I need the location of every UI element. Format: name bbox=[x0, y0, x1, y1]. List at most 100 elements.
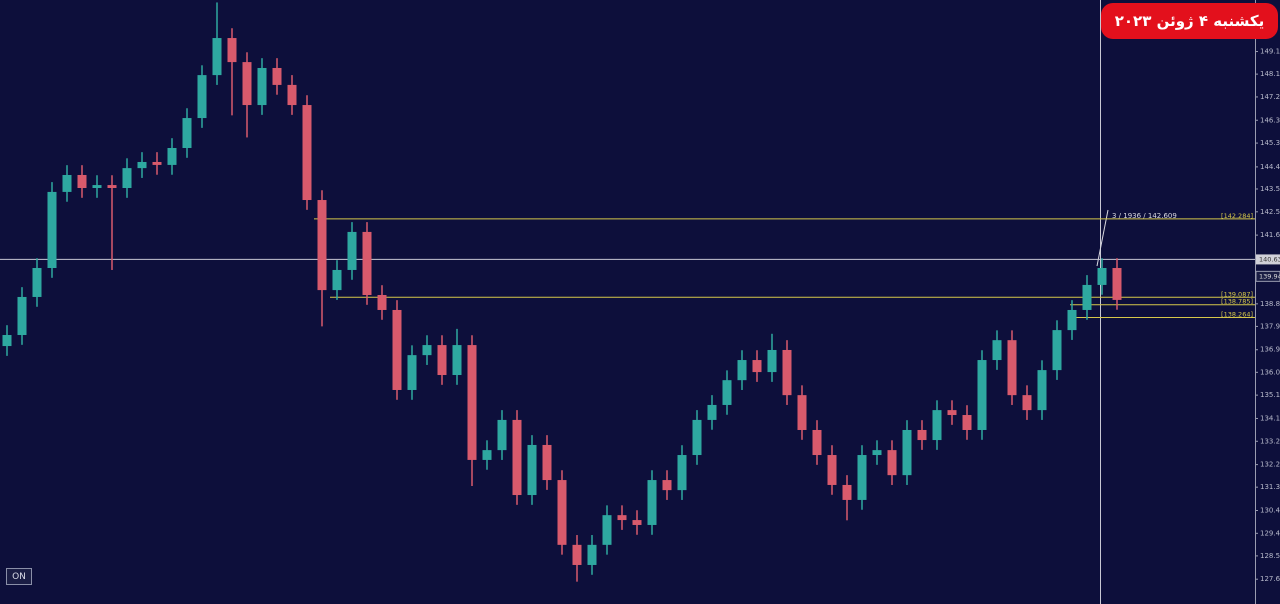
candle-body bbox=[692, 419, 702, 456]
candle-body bbox=[557, 480, 567, 545]
current-price-box bbox=[1255, 270, 1280, 282]
candle-body bbox=[902, 429, 912, 476]
y-tick-label: 148.18 bbox=[1260, 70, 1280, 78]
candle-body bbox=[407, 355, 417, 390]
y-tick-label: 137.90 bbox=[1260, 322, 1280, 330]
candle-body bbox=[647, 480, 657, 525]
candle-body bbox=[842, 484, 852, 500]
candle-body bbox=[947, 410, 957, 416]
candle-body bbox=[467, 345, 477, 460]
candle-body bbox=[227, 38, 237, 63]
y-tick-label: 135.10 bbox=[1260, 391, 1280, 399]
candle-body bbox=[632, 520, 642, 525]
candle-body bbox=[152, 161, 162, 165]
candle-body bbox=[1067, 309, 1077, 331]
y-tick-label: 136.03 bbox=[1260, 368, 1280, 376]
candle-body bbox=[77, 174, 87, 188]
candle-body bbox=[1097, 268, 1107, 285]
candle-body bbox=[962, 415, 972, 430]
candle-body bbox=[377, 295, 387, 310]
y-tick-label: 149.10 bbox=[1260, 48, 1280, 56]
candle-body bbox=[1112, 268, 1122, 300]
candle-body bbox=[62, 174, 72, 192]
candle-body bbox=[197, 75, 207, 119]
level-label: [139.087] bbox=[1221, 290, 1253, 298]
on-button[interactable]: ON bbox=[6, 568, 32, 585]
candle-body bbox=[212, 38, 222, 76]
y-tick-label: 129.47 bbox=[1260, 529, 1280, 537]
candle-body bbox=[257, 67, 267, 106]
candle-body bbox=[767, 349, 777, 373]
candle-body bbox=[1052, 330, 1062, 371]
y-tick-label: 143.50 bbox=[1260, 185, 1280, 193]
candle-body bbox=[92, 185, 102, 188]
candle-body bbox=[287, 84, 297, 106]
candle-body bbox=[497, 419, 507, 451]
level-label: [142.284] bbox=[1221, 212, 1253, 220]
cursor-ray bbox=[1096, 209, 1109, 267]
candle-body bbox=[332, 269, 342, 291]
y-tick-label: 134.15 bbox=[1260, 414, 1280, 422]
candle-body bbox=[812, 429, 822, 456]
candle-body bbox=[437, 345, 447, 376]
candle-body bbox=[137, 161, 147, 169]
candle-body bbox=[722, 380, 732, 405]
candle-body bbox=[602, 515, 612, 545]
candle-body bbox=[827, 455, 837, 485]
candle-body bbox=[317, 200, 327, 291]
candle-body bbox=[17, 296, 27, 336]
candle-body bbox=[542, 444, 552, 481]
cursor-label: 3 / 1936 / 142.609 bbox=[1112, 212, 1177, 220]
candle-body bbox=[167, 147, 177, 165]
level-label: [138.264] bbox=[1221, 310, 1253, 318]
candle-body bbox=[782, 349, 792, 396]
y-tick-label: 138.82 bbox=[1260, 300, 1280, 308]
candle-body bbox=[617, 515, 627, 521]
candle-body bbox=[47, 191, 57, 269]
candle-body bbox=[1007, 340, 1017, 396]
candle-body bbox=[392, 309, 402, 390]
candle-body bbox=[362, 231, 372, 296]
candle-body bbox=[182, 118, 192, 148]
candle-body bbox=[752, 360, 762, 373]
candle-body bbox=[242, 62, 252, 106]
candle-body bbox=[992, 340, 1002, 361]
candle-body bbox=[512, 419, 522, 496]
candle-body bbox=[587, 544, 597, 565]
candle-body bbox=[347, 231, 357, 270]
y-tick-label: 131.35 bbox=[1260, 483, 1280, 491]
y-tick-label: 128.55 bbox=[1260, 552, 1280, 560]
candle-body bbox=[932, 410, 942, 441]
y-tick-label: 144.40 bbox=[1260, 163, 1280, 171]
candle-body bbox=[857, 455, 867, 500]
y-tick-label: 146.30 bbox=[1260, 116, 1280, 124]
candle-body bbox=[302, 105, 312, 201]
candle-body bbox=[452, 345, 462, 376]
level-label: [138.785] bbox=[1221, 298, 1253, 306]
candle-body bbox=[1022, 395, 1032, 411]
candle-body bbox=[887, 450, 897, 476]
candle-body bbox=[677, 455, 687, 491]
crosshair-price-box bbox=[1256, 254, 1280, 265]
candle-body bbox=[1082, 284, 1092, 310]
y-tick-label: 133.22 bbox=[1260, 437, 1280, 445]
candle-body bbox=[707, 404, 717, 420]
y-tick-label: 132.27 bbox=[1260, 461, 1280, 469]
current-price: 139.94 bbox=[1259, 272, 1280, 280]
crosshair-price: 140.63 bbox=[1259, 255, 1280, 263]
candle-body bbox=[917, 429, 927, 441]
y-tick-label: 127.60 bbox=[1260, 575, 1280, 583]
candle-body bbox=[32, 268, 42, 297]
candle-body bbox=[527, 444, 537, 496]
candle-body bbox=[122, 168, 132, 188]
y-tick-label: 130.40 bbox=[1260, 506, 1280, 514]
y-tick-label: 136.95 bbox=[1260, 346, 1280, 354]
candle-body bbox=[662, 480, 672, 491]
y-tick-label: 145.37 bbox=[1260, 139, 1280, 147]
y-tick-label: 141.62 bbox=[1260, 231, 1280, 239]
candle-body bbox=[272, 67, 282, 85]
candle-body bbox=[107, 185, 117, 188]
